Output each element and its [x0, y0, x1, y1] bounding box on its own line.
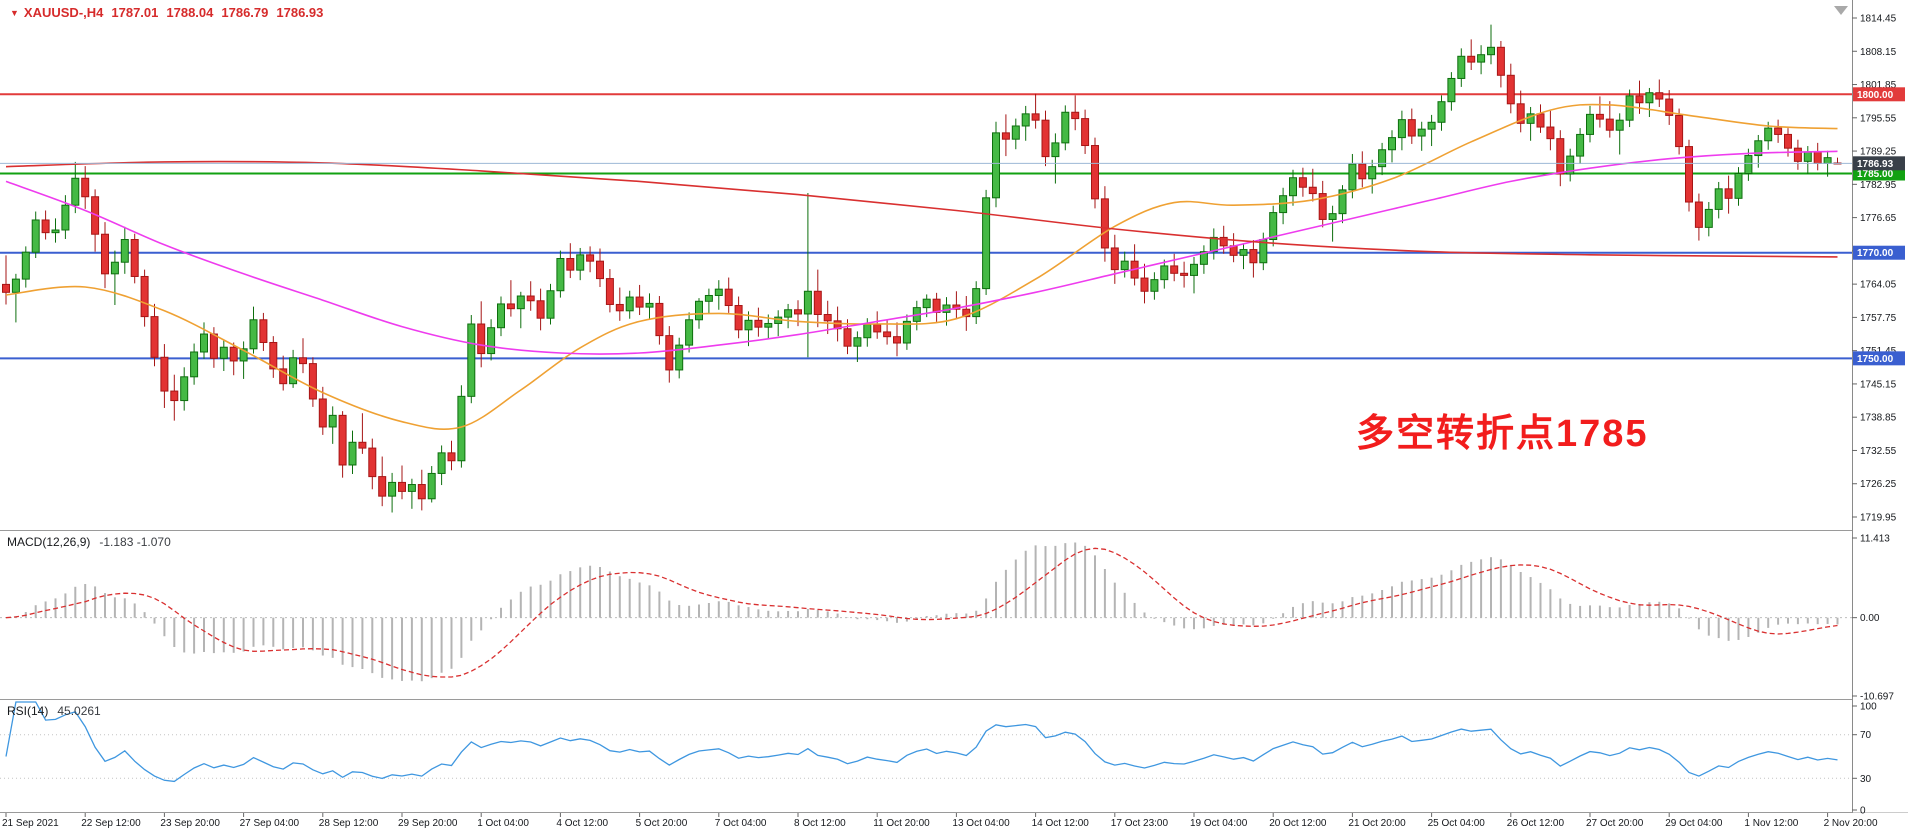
svg-text:7 Oct 04:00: 7 Oct 04:00 — [715, 818, 767, 829]
rsi-value: 45.0261 — [57, 704, 101, 718]
rsi-indicator-label: RSI(14) 45.0261 — [7, 704, 101, 718]
svg-text:1719.95: 1719.95 — [1860, 513, 1897, 524]
svg-text:19 Oct 04:00: 19 Oct 04:00 — [1190, 818, 1248, 829]
chart-shift-icon[interactable] — [1834, 6, 1848, 15]
svg-text:25 Oct 04:00: 25 Oct 04:00 — [1428, 818, 1486, 829]
ohlc-close: 1786.93 — [276, 5, 324, 20]
svg-text:1 Nov 12:00: 1 Nov 12:00 — [1744, 818, 1798, 829]
svg-text:20 Oct 12:00: 20 Oct 12:00 — [1269, 818, 1327, 829]
svg-text:1764.05: 1764.05 — [1860, 280, 1897, 291]
svg-text:14 Oct 12:00: 14 Oct 12:00 — [1032, 818, 1090, 829]
svg-text:1732.55: 1732.55 — [1860, 446, 1897, 457]
macd-values: -1.183 -1.070 — [99, 535, 171, 549]
macd-indicator-label: MACD(12,26,9) -1.183 -1.070 — [7, 535, 171, 549]
svg-text:1776.65: 1776.65 — [1860, 213, 1897, 224]
svg-text:0.00: 0.00 — [1860, 613, 1880, 624]
price-level-badge: 1750.00 — [1853, 351, 1905, 366]
panel-separators[interactable] — [0, 530, 1908, 813]
symbol-dropdown-icon[interactable]: ▼ — [10, 8, 19, 18]
svg-text:100: 100 — [1860, 702, 1877, 713]
svg-text:1782.95: 1782.95 — [1860, 180, 1897, 191]
svg-text:28 Sep 12:00: 28 Sep 12:00 — [319, 818, 379, 829]
svg-text:11.413: 11.413 — [1860, 534, 1890, 545]
svg-text:1745.15: 1745.15 — [1860, 379, 1897, 390]
svg-text:13 Oct 04:00: 13 Oct 04:00 — [952, 818, 1010, 829]
svg-text:1789.25: 1789.25 — [1860, 147, 1897, 158]
horizontal-levels-layer[interactable] — [0, 93, 1852, 360]
rsi-panel[interactable] — [0, 701, 1852, 783]
ohlc-open: 1787.01 — [111, 5, 159, 20]
macd-name: MACD(12,26,9) — [7, 535, 91, 549]
svg-text:27 Oct 20:00: 27 Oct 20:00 — [1586, 818, 1644, 829]
price-level-badge: 1800.00 — [1853, 87, 1905, 102]
svg-text:1786.93: 1786.93 — [1857, 159, 1894, 170]
svg-text:4 Oct 12:00: 4 Oct 12:00 — [556, 818, 608, 829]
ohlc-low: 1786.79 — [221, 5, 269, 20]
svg-text:1 Oct 04:00: 1 Oct 04:00 — [477, 818, 529, 829]
svg-text:5 Oct 20:00: 5 Oct 20:00 — [636, 818, 688, 829]
svg-text:1785.00: 1785.00 — [1857, 169, 1894, 180]
ohlc-high: 1788.04 — [166, 5, 214, 20]
svg-text:1801.85: 1801.85 — [1860, 80, 1897, 91]
svg-text:1726.25: 1726.25 — [1860, 479, 1897, 490]
svg-text:11 Oct 20:00: 11 Oct 20:00 — [873, 818, 930, 829]
svg-text:23 Sep 20:00: 23 Sep 20:00 — [160, 818, 220, 829]
symbol-timeframe-label: XAUUSD-,H4 — [23, 5, 104, 20]
price-level-badge: 1770.00 — [1853, 245, 1905, 260]
svg-text:22 Sep 12:00: 22 Sep 12:00 — [81, 818, 141, 829]
svg-text:2 Nov 20:00: 2 Nov 20:00 — [1824, 818, 1878, 829]
svg-text:21 Oct 20:00: 21 Oct 20:00 — [1348, 818, 1406, 829]
svg-text:1738.85: 1738.85 — [1860, 413, 1897, 424]
annotation-turning-point: 多空转折点1785 — [1356, 413, 1649, 455]
svg-text:1808.15: 1808.15 — [1860, 47, 1897, 58]
bid-price-badge: 1786.93 — [1853, 156, 1905, 171]
svg-text:1795.55: 1795.55 — [1860, 113, 1897, 124]
svg-text:27 Sep 04:00: 27 Sep 04:00 — [240, 818, 300, 829]
svg-text:1814.45: 1814.45 — [1860, 14, 1897, 25]
ma-slow-red[interactable] — [5, 160, 1838, 258]
price-axis[interactable]: 1814.45 1808.15 1801.85 1795.55 1789.25 1782.… — [1852, 0, 1908, 817]
svg-text:17 Oct 23:00: 17 Oct 23:00 — [1111, 818, 1169, 829]
rsi-name: RSI(14) — [7, 704, 49, 718]
svg-text:1800.00: 1800.00 — [1857, 90, 1894, 101]
svg-text:-10.697: -10.697 — [1860, 692, 1894, 703]
svg-text:29 Oct 04:00: 29 Oct 04:00 — [1665, 818, 1723, 829]
svg-text:8 Oct 12:00: 8 Oct 12:00 — [794, 818, 846, 829]
ma-fast-orange[interactable] — [5, 103, 1838, 430]
svg-text:21 Sep 2021: 21 Sep 2021 — [2, 818, 59, 829]
svg-text:1757.75: 1757.75 — [1860, 313, 1897, 324]
candles-layer[interactable] — [2, 24, 1842, 513]
svg-text:26 Oct 12:00: 26 Oct 12:00 — [1507, 818, 1565, 829]
chart-title: ▼ XAUUSD-,H4 1787.01 1788.04 1786.79 1786.93 — [10, 5, 323, 20]
svg-text:1770.00: 1770.00 — [1857, 248, 1894, 259]
svg-text:30: 30 — [1860, 774, 1872, 785]
svg-text:29 Sep 20:00: 29 Sep 20:00 — [398, 818, 458, 829]
time-axis[interactable]: 21 Sep 2021 22 Sep 12:00 23 Sep 20:00 27 Se… — [2, 813, 1878, 829]
svg-text:70: 70 — [1860, 730, 1872, 741]
ma-mid-magenta[interactable] — [5, 150, 1838, 355]
svg-text:1750.00: 1750.00 — [1857, 354, 1894, 365]
macd-panel[interactable] — [0, 542, 1852, 682]
svg-text:0: 0 — [1860, 806, 1866, 817]
